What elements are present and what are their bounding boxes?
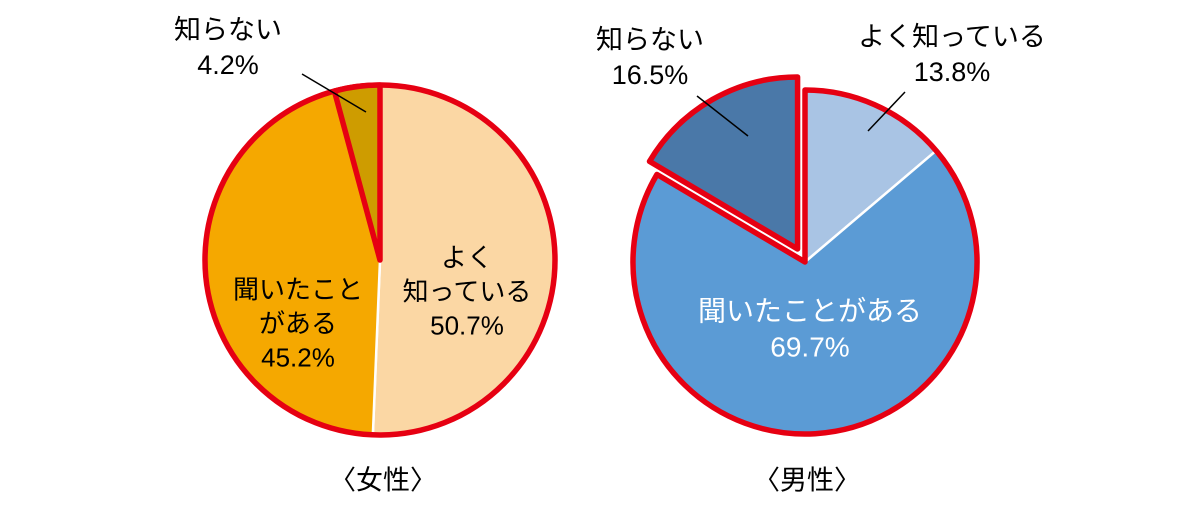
pie-female-highlight-slice bbox=[331, 82, 383, 263]
pie-male bbox=[630, 74, 980, 437]
pie-male-highlight-slice bbox=[646, 74, 801, 252]
pie-female-slice-0 bbox=[371, 83, 557, 437]
callout-line-male-shiranai bbox=[696, 95, 749, 137]
callout-line-male-yoku bbox=[867, 91, 906, 132]
callout-line-female-shiranai bbox=[301, 73, 367, 113]
pie-female bbox=[202, 82, 558, 438]
pie-male-outline bbox=[630, 87, 980, 437]
